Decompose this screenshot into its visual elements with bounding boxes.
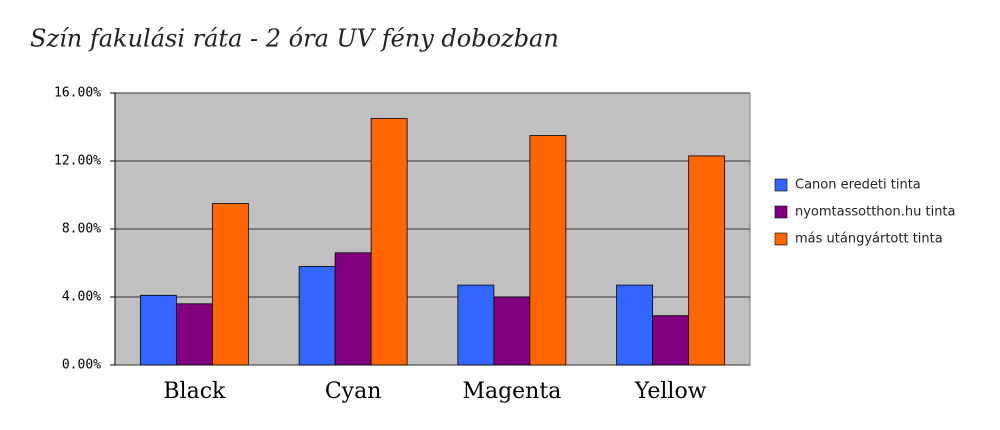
- x-tick-label: Cyan: [325, 379, 382, 404]
- y-tick-label: 8.00%: [62, 222, 101, 237]
- bar: [298, 265, 336, 366]
- chart-title: Szín fakulási ráta - 2 óra UV fény doboz…: [30, 25, 559, 53]
- bar: [652, 315, 690, 366]
- x-tick-label: Magenta: [462, 379, 561, 404]
- x-tick-label: Yellow: [634, 379, 707, 404]
- bar: [457, 284, 495, 366]
- y-tick-label: 12.00%: [54, 154, 101, 169]
- y-tick-label: 16.00%: [54, 86, 101, 101]
- legend-swatch: [774, 178, 788, 192]
- bar: [175, 303, 213, 366]
- legend-label: Canon eredeti tinta: [795, 178, 921, 193]
- bar: [493, 296, 531, 366]
- legend-swatch: [774, 232, 788, 246]
- bar: [139, 294, 177, 366]
- bar: [529, 135, 567, 366]
- y-tick-label: 4.00%: [62, 290, 101, 305]
- bar: [334, 252, 372, 366]
- bar: [370, 118, 408, 366]
- x-tick-label: Black: [163, 379, 226, 404]
- y-tick-label: 0.00%: [62, 358, 101, 373]
- legend-label: más utángyártott tinta: [795, 232, 943, 247]
- bar: [211, 203, 249, 366]
- legend-swatch: [774, 205, 788, 219]
- bar: [688, 155, 726, 366]
- legend-label: nyomtassotthon.hu tinta: [795, 205, 956, 220]
- bar: [616, 284, 654, 366]
